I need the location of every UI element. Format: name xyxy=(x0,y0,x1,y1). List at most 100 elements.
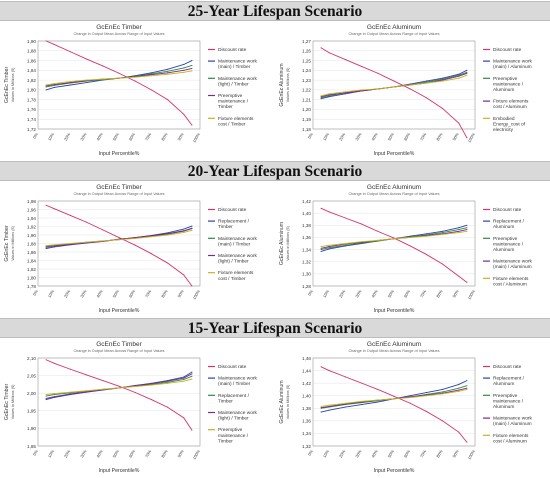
y-axis-unit-label: Values in Millions ($) xyxy=(286,67,290,102)
chart-title: GcEnEc Timber xyxy=(96,24,142,31)
legend-entry: Preemptive maintenance / Aluminum xyxy=(493,236,524,253)
legend-entry: Fixture elements cost / Aluminum xyxy=(493,276,529,288)
data-point xyxy=(377,388,379,390)
x-tick-label: 100% xyxy=(466,132,476,144)
data-point xyxy=(53,83,55,86)
x-tick-label: 10% xyxy=(322,449,331,459)
data-point xyxy=(53,86,55,88)
data-point xyxy=(409,88,411,90)
data-point xyxy=(86,82,88,84)
data-point xyxy=(458,122,460,124)
data-point xyxy=(458,390,460,392)
y-tick-label: 1,86 xyxy=(27,250,36,255)
y-tick-label: 2,00 xyxy=(27,391,36,396)
chart-title: GcEnEc Aluminum xyxy=(367,341,421,348)
data-point xyxy=(191,225,193,227)
data-point xyxy=(344,242,346,245)
data-point xyxy=(320,97,322,99)
data-point xyxy=(328,94,330,96)
y-tick-label: 1,95 xyxy=(27,409,36,414)
data-point xyxy=(344,376,346,378)
x-tick-label: 60% xyxy=(128,289,137,299)
y-axis-label: GcEnEc Timber xyxy=(4,67,10,104)
data-point xyxy=(53,82,55,85)
data-point xyxy=(150,383,152,385)
data-point xyxy=(150,89,152,91)
y-axis-label: GcEnEc Timber xyxy=(4,384,10,421)
data-point xyxy=(344,406,346,408)
data-point xyxy=(45,245,47,247)
data-point xyxy=(191,378,193,380)
data-point xyxy=(150,384,152,386)
data-point xyxy=(45,84,47,86)
data-point xyxy=(442,80,444,82)
data-point xyxy=(102,240,104,242)
data-point xyxy=(320,96,322,98)
data-point xyxy=(45,248,47,250)
y-axis-label: GcEnEc Aluminum xyxy=(279,222,285,265)
x-tick-label: 20% xyxy=(63,449,72,459)
x-tick-label: 60% xyxy=(128,132,137,142)
data-point xyxy=(377,239,379,242)
data-point xyxy=(134,237,136,239)
y-tick-label: 1,28 xyxy=(302,284,311,289)
y-tick-label: 1,98 xyxy=(27,199,36,204)
data-point xyxy=(191,64,193,66)
chart-title: GcEnEc Timber xyxy=(96,184,142,191)
data-point xyxy=(320,95,322,97)
chart-subtitle: Change in Output Mean Across Range of In… xyxy=(348,192,439,196)
data-point xyxy=(320,207,322,209)
data-point xyxy=(150,236,152,238)
data-point xyxy=(320,47,322,49)
data-point xyxy=(86,374,88,376)
chart-title: GcEnEc Timber xyxy=(96,341,142,348)
data-point xyxy=(442,77,444,79)
data-point xyxy=(45,398,47,401)
legend-entry: Maintenance work (light) / Timber xyxy=(218,410,258,422)
x-tick-label: 100% xyxy=(191,289,201,301)
x-tick-label: 0% xyxy=(307,449,314,457)
data-point xyxy=(458,73,460,75)
data-point xyxy=(458,275,460,277)
x-tick-label: 100% xyxy=(191,132,201,144)
x-tick-label: 30% xyxy=(354,132,363,142)
data-point xyxy=(361,403,363,406)
x-tick-label: 40% xyxy=(370,289,379,299)
data-point xyxy=(320,411,322,413)
data-point xyxy=(458,431,460,433)
data-point xyxy=(320,407,322,409)
y-tick-label: 1,42 xyxy=(302,381,311,386)
data-point xyxy=(466,227,468,229)
data-point xyxy=(377,230,379,232)
legend-entry: Discount rate xyxy=(218,47,247,53)
data-point xyxy=(442,230,444,232)
data-point xyxy=(442,233,444,235)
y-tick-label: 1,38 xyxy=(302,406,311,411)
data-point xyxy=(344,402,346,404)
x-tick-label: 60% xyxy=(128,449,137,459)
y-tick-label: 1,78 xyxy=(27,97,36,102)
y-tick-label: 1,32 xyxy=(302,444,311,449)
series-line xyxy=(321,388,468,407)
y-axis-label: GcEnEc Aluminum xyxy=(279,380,285,423)
y-tick-label: 1,23 xyxy=(302,78,311,83)
data-point xyxy=(320,245,322,248)
legend-entry: Replacement / Timber xyxy=(218,393,250,405)
data-point xyxy=(45,89,47,91)
chart-title: GcEnEc Aluminum xyxy=(367,24,421,31)
data-point xyxy=(167,233,169,235)
data-point xyxy=(183,69,185,71)
data-point xyxy=(377,399,379,401)
y-tick-label: 1,44 xyxy=(302,368,311,373)
x-tick-label: 30% xyxy=(354,289,363,299)
data-point xyxy=(45,395,47,397)
data-point xyxy=(118,77,120,79)
x-tick-label: 0% xyxy=(32,289,39,297)
x-tick-label: 10% xyxy=(322,132,331,142)
data-point xyxy=(183,377,185,379)
data-point xyxy=(191,70,193,72)
y-tick-label: 1,88 xyxy=(27,49,36,54)
data-point xyxy=(69,391,71,393)
